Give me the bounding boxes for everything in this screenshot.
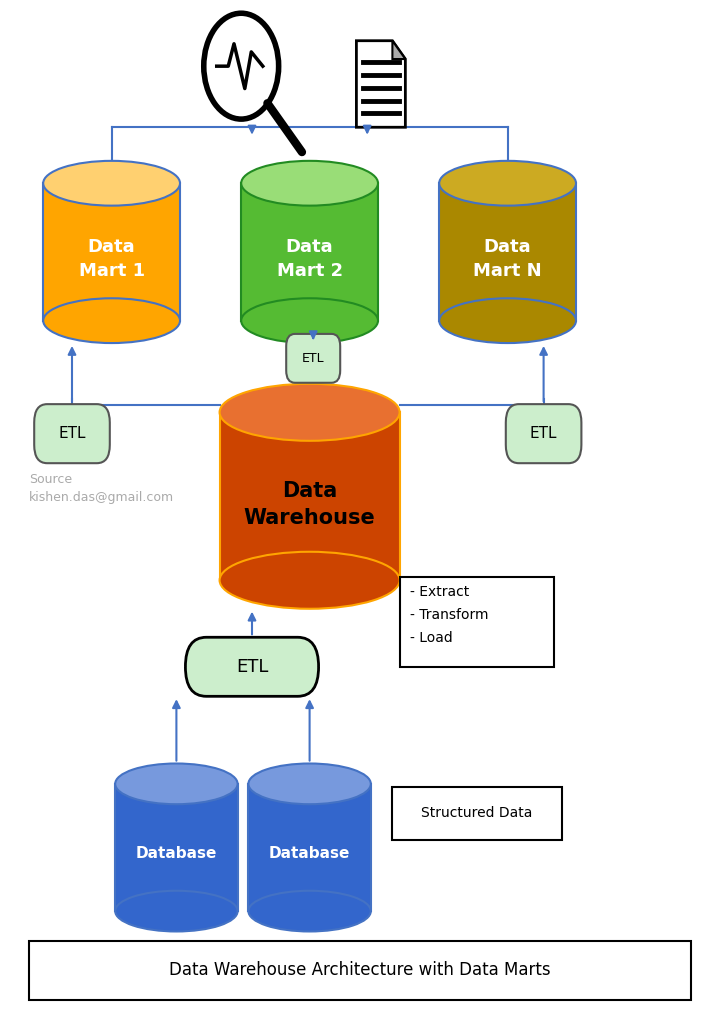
FancyBboxPatch shape (400, 577, 554, 667)
Text: ETL: ETL (302, 352, 325, 364)
Text: Data Warehouse Architecture with Data Marts: Data Warehouse Architecture with Data Ma… (169, 961, 551, 979)
Text: - Extract
- Transform
- Load: - Extract - Transform - Load (410, 585, 488, 645)
FancyBboxPatch shape (287, 334, 341, 383)
FancyBboxPatch shape (185, 637, 318, 696)
Polygon shape (392, 41, 405, 59)
Bar (43, 183, 180, 321)
Ellipse shape (439, 161, 576, 206)
Bar (220, 412, 400, 580)
Text: Structured Data: Structured Data (421, 806, 533, 821)
Ellipse shape (248, 891, 371, 931)
Ellipse shape (115, 891, 238, 931)
Circle shape (204, 13, 279, 119)
Text: Database: Database (269, 846, 351, 861)
Text: Database: Database (135, 846, 217, 861)
Text: Data
Mart 1: Data Mart 1 (78, 238, 145, 280)
Text: Data
Warehouse: Data Warehouse (244, 482, 375, 528)
Bar (439, 183, 576, 321)
Text: Data
Mart 2: Data Mart 2 (276, 238, 343, 280)
Ellipse shape (220, 552, 400, 609)
Ellipse shape (248, 764, 371, 804)
FancyBboxPatch shape (505, 404, 582, 463)
Text: ETL: ETL (530, 427, 557, 441)
Text: Data
Mart N: Data Mart N (473, 238, 542, 280)
Ellipse shape (115, 764, 238, 804)
Ellipse shape (43, 298, 180, 343)
FancyBboxPatch shape (392, 787, 562, 840)
Ellipse shape (439, 298, 576, 343)
Text: ETL: ETL (58, 427, 86, 441)
Ellipse shape (220, 384, 400, 441)
Polygon shape (356, 41, 405, 127)
Ellipse shape (241, 298, 378, 343)
Ellipse shape (43, 161, 180, 206)
FancyBboxPatch shape (29, 941, 691, 1000)
Ellipse shape (241, 161, 378, 206)
Bar (248, 784, 371, 911)
Text: Source
kishen.das@gmail.com: Source kishen.das@gmail.com (29, 473, 174, 504)
FancyBboxPatch shape (35, 404, 109, 463)
Text: ETL: ETL (236, 658, 268, 676)
Bar (115, 784, 238, 911)
Bar (241, 183, 378, 321)
